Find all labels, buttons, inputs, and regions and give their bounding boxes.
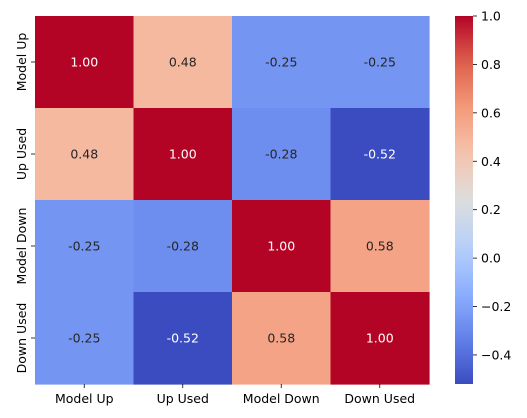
heatmap-cell-r1-c3 (330, 108, 430, 201)
heatmap-cell-r0-c2 (232, 16, 332, 109)
colorbar-tick-label-6: 0.8 (481, 57, 501, 72)
cell-label-r1-c1: 1.00 (169, 147, 197, 162)
colorbar-tick-label-0: −0.4 (481, 347, 511, 362)
colorbar-tick-label-2: 0.0 (481, 251, 501, 266)
colorbar-tick-label-3: 0.2 (481, 202, 501, 217)
cell-label-r2-c3: 0.58 (366, 239, 394, 254)
x-tick-label-2: Model Down (243, 391, 320, 406)
y-axis: Model Up Up Used Model Down Down Used (14, 33, 35, 374)
cell-label-r1-c3: -0.52 (364, 147, 396, 162)
heatmap-cell-r0-c0 (35, 16, 135, 109)
heatmap-cell-r2-c2 (232, 200, 332, 293)
cell-label-r0-c3: -0.25 (364, 55, 396, 70)
colorbar-tick-label-1: −0.2 (481, 299, 511, 314)
heatmap-cell-r2-c3 (330, 200, 430, 293)
heatmap-cell-r3-c2 (232, 292, 332, 385)
cell-label-r3-c2: 0.58 (267, 331, 295, 346)
y-tick-label-3: Down Used (14, 303, 29, 374)
x-tick-label-3: Down Used (344, 391, 415, 406)
heatmap-cells (35, 16, 430, 385)
x-tick-label-1: Up Used (157, 391, 209, 406)
cell-label-r1-c2: -0.28 (265, 147, 297, 162)
heatmap-cell-r3-c1 (133, 292, 233, 385)
heatmap-cell-r1-c0 (35, 108, 135, 201)
x-tick-label-0: Model Up (55, 391, 114, 406)
cell-label-r3-c3: 1.00 (366, 331, 394, 346)
cell-label-r2-c1: -0.28 (167, 239, 199, 254)
cell-label-r2-c2: 1.00 (267, 239, 295, 254)
colorbar-tick-label-5: 0.6 (481, 105, 501, 120)
cell-label-r2-c0: -0.25 (68, 239, 100, 254)
cell-label-r0-c0: 1.00 (70, 55, 98, 70)
y-tick-label-1: Up Used (14, 128, 29, 180)
colorbar-tick-label-7: 1.0 (481, 9, 501, 24)
heatmap-cell-labels: 1.00 0.48 -0.25 -0.25 0.48 1.00 -0.28 -0.52 -0.2… (68, 55, 396, 346)
y-tick-label-2: Model Down (14, 208, 29, 285)
heatmap-cell-r3-c0 (35, 292, 135, 385)
cell-label-r0-c1: 0.48 (169, 55, 197, 70)
x-axis: Model Up Up Used Model Down Down Used (55, 384, 415, 406)
heatmap-cell-r3-c3 (330, 292, 430, 385)
heatmap-cell-r0-c1 (133, 16, 233, 109)
heatmap-cell-r2-c1 (133, 200, 233, 293)
heatmap-cell-r1-c2 (232, 108, 332, 201)
cell-label-r3-c0: -0.25 (68, 331, 100, 346)
colorbar-tick-label-4: 0.4 (481, 154, 501, 169)
cell-label-r1-c0: 0.48 (70, 147, 98, 162)
heatmap-cell-r0-c3 (330, 16, 430, 109)
y-tick-label-0: Model Up (14, 33, 29, 92)
heatmap-cell-r1-c1 (133, 108, 233, 201)
cell-label-r0-c2: -0.25 (265, 55, 297, 70)
colorbar-gradient (455, 16, 473, 384)
colorbar: −0.4 −0.2 0.0 0.2 0.4 0.6 0.8 1.0 (455, 9, 511, 384)
cell-label-r3-c1: -0.52 (167, 331, 199, 346)
heatmap-cell-r2-c0 (35, 200, 135, 293)
